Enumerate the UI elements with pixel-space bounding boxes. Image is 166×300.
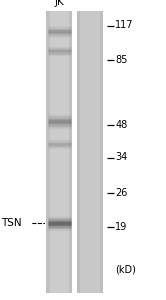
Bar <box>46 11 72 292</box>
Text: 34: 34 <box>115 152 128 163</box>
Bar <box>77 11 103 292</box>
Text: 26: 26 <box>115 188 128 198</box>
Bar <box>77 11 80 292</box>
Text: 48: 48 <box>115 119 128 130</box>
Bar <box>46 11 50 292</box>
Bar <box>69 11 72 292</box>
Text: (kD): (kD) <box>115 265 136 275</box>
Text: JK: JK <box>55 0 64 7</box>
Text: 85: 85 <box>115 55 128 65</box>
Text: 117: 117 <box>115 20 134 31</box>
Text: 19: 19 <box>115 221 128 232</box>
Text: TSN: TSN <box>1 218 21 229</box>
Bar <box>100 11 103 292</box>
